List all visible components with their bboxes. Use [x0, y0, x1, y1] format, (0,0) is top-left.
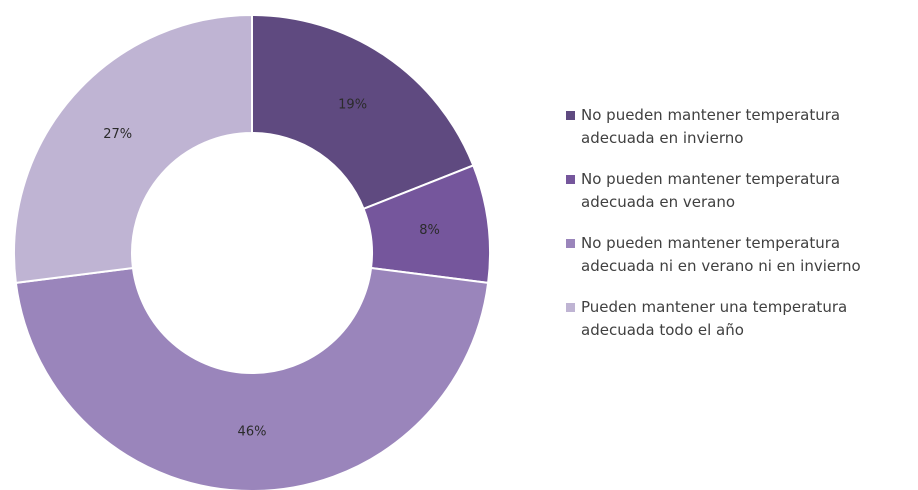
slice-labels: 19% 8% 46% 27% [103, 97, 440, 439]
legend-label-line: adecuada en invierno [581, 129, 744, 147]
legend-label: No pueden mantener temperatura adecuada e… [581, 168, 840, 214]
legend-label-line: adecuada en verano [581, 193, 736, 211]
slice-1 [251, 13, 475, 211]
legend: No pueden mantener temperatura adecuada e… [566, 104, 916, 360]
legend-label-line: adecuada todo el año [581, 321, 744, 339]
slice-label-2: 8% [419, 223, 440, 238]
slice-label-4: 27% [103, 127, 132, 142]
slice-4 [13, 13, 253, 284]
legend-label-line: Pueden mantener una temperatura [581, 298, 848, 316]
legend-label-line: adecuada ni en verano ni en invierno [581, 257, 861, 275]
legend-label: No pueden mantener temperatura adecuada n… [581, 232, 861, 278]
legend-swatch [566, 175, 575, 184]
legend-item-3: No pueden mantener temperatura adecuada n… [566, 232, 916, 278]
legend-swatch [566, 303, 575, 312]
legend-swatch [566, 239, 575, 248]
slice-label-3: 46% [238, 425, 267, 440]
legend-item-2: No pueden mantener temperatura adecuada e… [566, 168, 916, 214]
legend-label-line: No pueden mantener temperatura [581, 106, 841, 124]
legend-label-line: No pueden mantener temperatura [581, 170, 841, 188]
slices [13, 13, 491, 490]
legend-label-line: No pueden mantener temperatura [581, 234, 841, 252]
legend-label: No pueden mantener temperatura adecuada e… [581, 104, 840, 150]
legend-swatch [566, 111, 575, 120]
donut-chart: 19% 8% 46% 27% [13, 13, 491, 490]
legend-item-1: No pueden mantener temperatura adecuada e… [566, 104, 916, 150]
legend-label: Pueden mantener una temperatura adecuada … [581, 296, 847, 342]
slice-label-1: 19% [338, 97, 367, 112]
legend-item-4: Pueden mantener una temperatura adecuada … [566, 296, 916, 342]
slice-3 [14, 266, 490, 490]
